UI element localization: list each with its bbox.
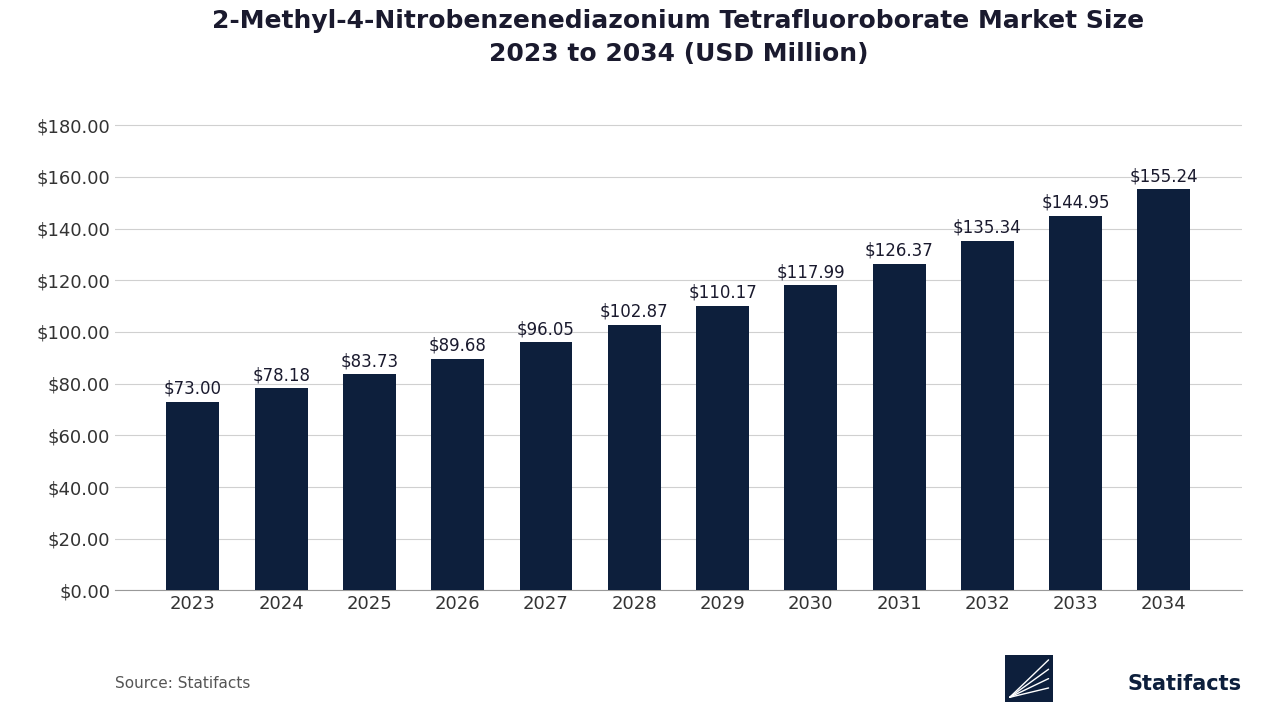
Bar [961, 240, 1014, 590]
Text: $102.87: $102.87 [600, 302, 668, 320]
Text: $144.95: $144.95 [1042, 194, 1110, 212]
Bar [1138, 189, 1190, 590]
Bar [166, 402, 219, 590]
Text: $155.24: $155.24 [1130, 167, 1198, 185]
Text: $83.73: $83.73 [340, 352, 398, 370]
Text: $117.99: $117.99 [777, 264, 845, 282]
Text: $135.34: $135.34 [954, 219, 1021, 237]
Text: $89.68: $89.68 [429, 337, 486, 355]
Bar [343, 374, 396, 590]
Title: 2-Methyl-4-Nitrobenzenediazonium Tetrafluoroborate Market Size
2023 to 2034 (USD: 2-Methyl-4-Nitrobenzenediazonium Tetrafl… [212, 9, 1144, 66]
Text: $126.37: $126.37 [865, 242, 933, 260]
Bar [696, 306, 749, 590]
Bar [785, 285, 837, 590]
Bar [1050, 216, 1102, 590]
Text: $110.17: $110.17 [689, 284, 756, 302]
Bar [431, 359, 484, 590]
Text: Statifacts: Statifacts [1128, 674, 1242, 694]
Bar [608, 325, 660, 590]
Text: $78.18: $78.18 [252, 366, 310, 384]
Text: Source: Statifacts: Source: Statifacts [115, 676, 251, 691]
Bar [873, 264, 925, 590]
Text: $96.05: $96.05 [517, 320, 575, 338]
Bar [520, 342, 572, 590]
Text: $73.00: $73.00 [164, 380, 221, 398]
Bar [255, 388, 307, 590]
